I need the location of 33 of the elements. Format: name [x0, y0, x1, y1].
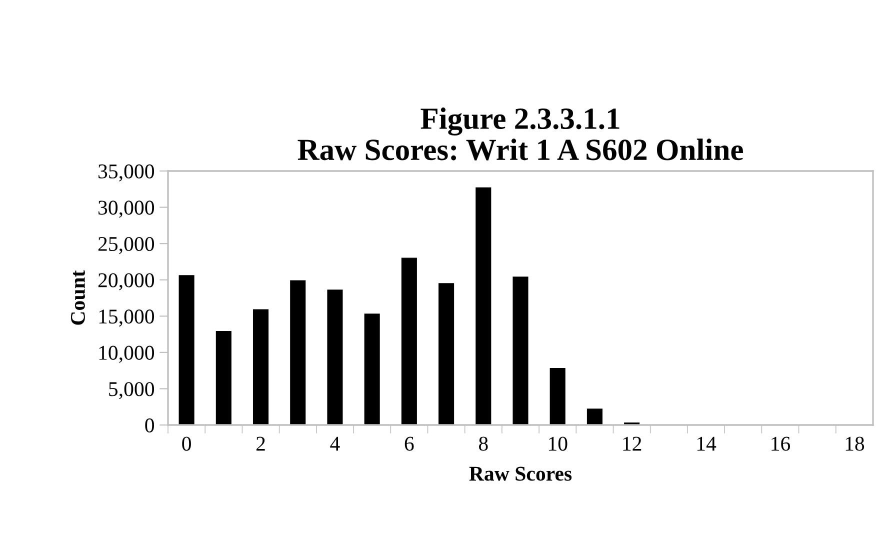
- y-tick-label: 20,000: [98, 273, 154, 290]
- bar: [252, 309, 269, 425]
- x-axis-title: Raw Scores: [469, 466, 572, 481]
- bar: [290, 280, 306, 425]
- bar: [327, 290, 343, 425]
- bar: [178, 275, 194, 425]
- x-tick-label: 6: [404, 436, 414, 451]
- bar: [586, 408, 602, 425]
- bar: [438, 283, 454, 425]
- y-tick-label: 10,000: [99, 346, 154, 363]
- bar: [216, 331, 232, 425]
- bar: [512, 276, 528, 425]
- y-tick-label: 30,000: [98, 200, 154, 218]
- bar: [550, 368, 566, 425]
- y-tick-label: 25,000: [98, 236, 154, 254]
- chart-title: Figure 2.3.3.1.1 Raw Scores: Writ 1 A S602 Online: [298, 108, 743, 160]
- x-tick-label: 14: [697, 436, 716, 451]
- bar: [476, 187, 492, 425]
- y-axis-title: Count: [70, 270, 85, 325]
- x-tick-label: 8: [478, 436, 488, 451]
- x-tick-label: 18: [846, 436, 864, 451]
- bar: [364, 314, 380, 425]
- y-tick-label: 35,000: [98, 164, 154, 182]
- x-tick-label: 16: [772, 436, 790, 451]
- x-tick-label: 4: [330, 436, 340, 451]
- x-tick-label: 2: [256, 436, 265, 451]
- x-tick-label: 10: [549, 436, 568, 451]
- y-tick-label: 0: [145, 418, 154, 432]
- y-tick-label: 5,000: [109, 382, 154, 400]
- y-tick-label: 15,000: [99, 310, 154, 327]
- x-tick-label: 12: [623, 436, 642, 451]
- x-tick-label: 0: [182, 436, 191, 451]
- bar: [401, 258, 417, 425]
